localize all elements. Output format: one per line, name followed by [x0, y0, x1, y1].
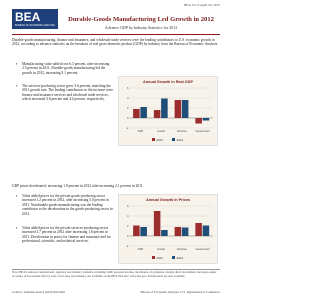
legend-swatch: [152, 138, 155, 141]
legend-swatch: [172, 256, 175, 259]
legend-swatch: [152, 256, 155, 259]
bar: [174, 100, 182, 118]
x-tick-label: Government: [195, 247, 210, 251]
y-tick-label: 0: [127, 116, 129, 120]
bar: [133, 109, 140, 118]
y-tick-label: 4: [127, 96, 129, 100]
legend-label: 2011: [157, 138, 164, 142]
x-tick-label: Services: [177, 129, 188, 133]
bar: [202, 225, 210, 236]
divider: [12, 34, 220, 35]
x-tick-label: Goods: [157, 129, 165, 133]
bar: [161, 98, 168, 118]
bar: [202, 118, 210, 121]
agency: Bureau of Economic Analysis, U.S. Depart…: [140, 290, 221, 294]
divider: [12, 269, 220, 270]
y-tick-label: -2: [126, 244, 129, 248]
y-tick-label: 6: [127, 86, 129, 90]
legend-label: 2011: [157, 256, 164, 260]
page: BEA 13-17 April 25, 2013 BEA BUREAU OF E…: [0, 0, 232, 300]
logo: BEA BUREAU OF ECONOMIC ANALYSIS: [12, 9, 58, 29]
bar: [181, 100, 189, 118]
bar: [181, 227, 189, 236]
x-tick-label: Services: [177, 247, 188, 251]
bar: [153, 211, 161, 236]
bar: [195, 118, 202, 124]
contact: Contact: Jeannine Aversa (202) 606-2649: [12, 290, 65, 294]
bar: [161, 230, 168, 236]
bar: [140, 227, 147, 236]
y-tick-label: 2: [127, 224, 129, 228]
logo-subtitle: BUREAU OF ECONOMIC ANALYSIS: [15, 24, 55, 27]
chart: Annual Growth in Prices -2 0 2 4 6 GDP Goods Ser…: [118, 194, 218, 264]
chart-title: Annual Growth in Real GDP: [143, 80, 193, 84]
title: Durable-Goods Manufacturing Led Growth i…: [68, 16, 214, 23]
y-tick-label: 0: [127, 234, 129, 238]
chart: Annual Growth in Real GDP -2 0 2 4 6 GDP Goods S…: [118, 76, 218, 146]
bullet: Value added prices for the private goods…: [16, 194, 114, 216]
x-tick-label: GDP: [138, 129, 144, 133]
y-tick-label: 6: [127, 204, 129, 208]
bar: [153, 110, 161, 118]
legend-label: 2012: [177, 138, 184, 142]
intro: Durable-goods manufacturing, finance and…: [12, 38, 219, 47]
bullet: Value added prices for the private servi…: [16, 226, 114, 244]
subtitle: Advance GDP by Industry Statistics for 2…: [104, 25, 178, 30]
y-tick-label: 4: [127, 214, 129, 218]
bullet: The services-producing sector grew 3.6 p…: [16, 84, 114, 102]
y-tick-label: 2: [127, 106, 129, 110]
legend-swatch: [172, 138, 175, 141]
legend-label: 2012: [177, 256, 184, 260]
logo-text: BEA: [15, 10, 41, 24]
dateline: BEA 13-17 April 25, 2013: [184, 3, 220, 7]
prices-intro: GDP prices decelerated, increasing 1.8 p…: [12, 184, 144, 188]
chart-title: Annual Growth in Prices: [146, 198, 190, 202]
footnote: Note: BEA's national, international, reg…: [12, 270, 217, 278]
y-tick-label: -2: [126, 126, 129, 130]
x-tick-label: GDP: [138, 247, 144, 251]
bar: [174, 227, 182, 236]
bullet: Manufacturing value added rose 6.3 perce…: [16, 62, 114, 75]
bar: [195, 223, 202, 236]
x-tick-label: Government: [195, 129, 210, 133]
bar: [140, 107, 147, 118]
bar: [133, 225, 140, 236]
x-tick-label: Goods: [157, 247, 165, 251]
